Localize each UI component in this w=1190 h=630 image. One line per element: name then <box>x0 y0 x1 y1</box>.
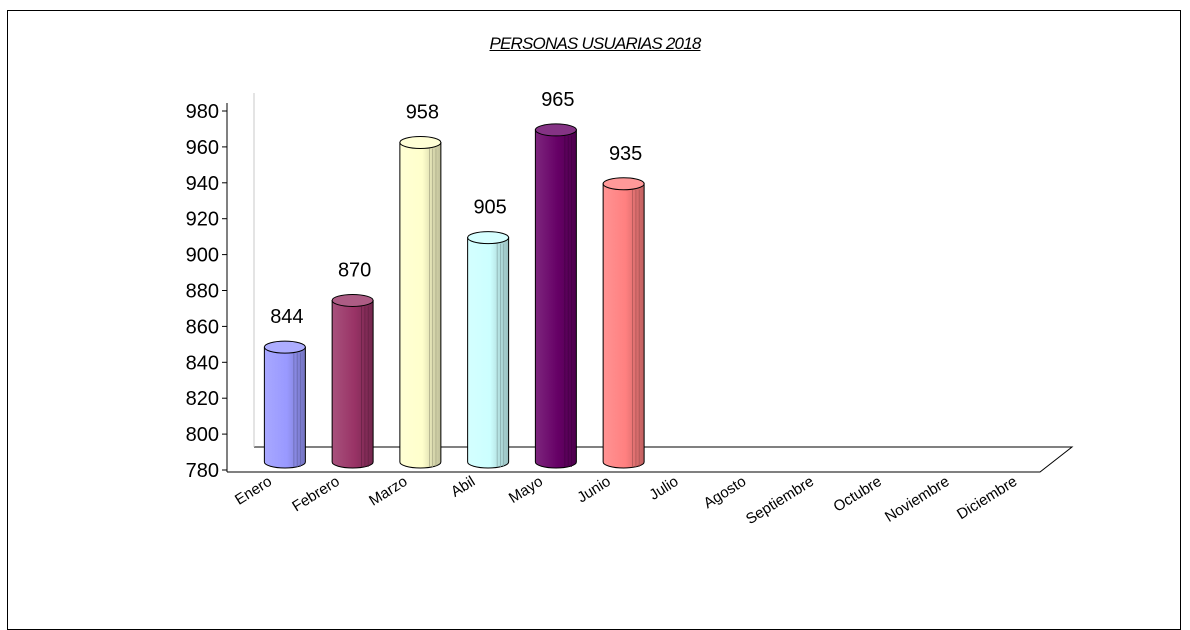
y-tick-label: 800 <box>186 424 219 446</box>
x-category-label: Diciembre <box>954 473 1020 523</box>
x-category-label: Enero <box>232 473 275 509</box>
x-category-label: Febrero <box>289 473 343 515</box>
x-category-label: Agosto <box>701 473 750 512</box>
chart-title: PERSONAS USUARIAS 2018 <box>489 34 701 53</box>
y-tick-label: 960 <box>186 137 219 159</box>
y-tick-label: 780 <box>186 460 219 482</box>
bar-abil <box>467 231 510 469</box>
bar-body <box>263 346 306 469</box>
bar-mayo <box>534 123 577 469</box>
bar-top <box>602 177 645 191</box>
y-tick-label: 940 <box>186 173 219 195</box>
y-axis-ticks: 780 800 820 840 860 880 900 920 940 960 980 <box>186 101 227 482</box>
bar-enero <box>263 340 306 469</box>
x-axis-categories: Enero Febrero Marzo Abil Mayo Junio Julio Agost… <box>232 473 1020 528</box>
y-tick-label: 820 <box>186 388 219 410</box>
bar-top <box>399 135 442 149</box>
data-label: 870 <box>338 259 371 281</box>
chart-axes <box>226 93 1074 473</box>
bar-body <box>467 237 510 469</box>
y-tick-label: 920 <box>186 209 219 231</box>
bar-body <box>399 141 442 469</box>
y-tick-label: 980 <box>186 101 219 123</box>
bar-top <box>263 340 306 354</box>
data-label: 935 <box>609 143 642 165</box>
x-category-label: Junio <box>574 473 613 506</box>
data-label: 958 <box>406 101 439 123</box>
bar-top <box>331 293 374 307</box>
x-category-label: Mayo <box>506 473 546 507</box>
data-label: 965 <box>541 89 574 111</box>
data-label: 905 <box>473 197 506 219</box>
x-category-label: Octubre <box>830 473 884 516</box>
bar-body <box>331 299 374 469</box>
y-tick-label: 860 <box>186 316 219 338</box>
data-label: 844 <box>270 306 303 328</box>
y-tick-label: 900 <box>186 245 219 267</box>
data-labels: 844 870 958 905 965 935 <box>270 89 642 328</box>
y-tick-label: 840 <box>186 352 219 374</box>
x-category-label: Noviembre <box>882 473 953 526</box>
y-tick-label: 880 <box>186 281 219 303</box>
bar-marzo <box>399 135 442 469</box>
x-category-label: Julio <box>646 473 681 504</box>
bar-body <box>602 183 645 469</box>
chart-floor <box>227 446 1074 473</box>
bar-top <box>467 231 510 245</box>
bar-series <box>263 123 645 469</box>
bar-junio <box>602 177 645 469</box>
x-category-label: Marzo <box>366 473 410 510</box>
bar-top <box>534 123 577 137</box>
x-category-label: Abil <box>448 473 478 501</box>
x-category-label: Septiembre <box>743 473 817 528</box>
bar-febrero <box>331 293 374 469</box>
bar-body <box>534 129 577 469</box>
